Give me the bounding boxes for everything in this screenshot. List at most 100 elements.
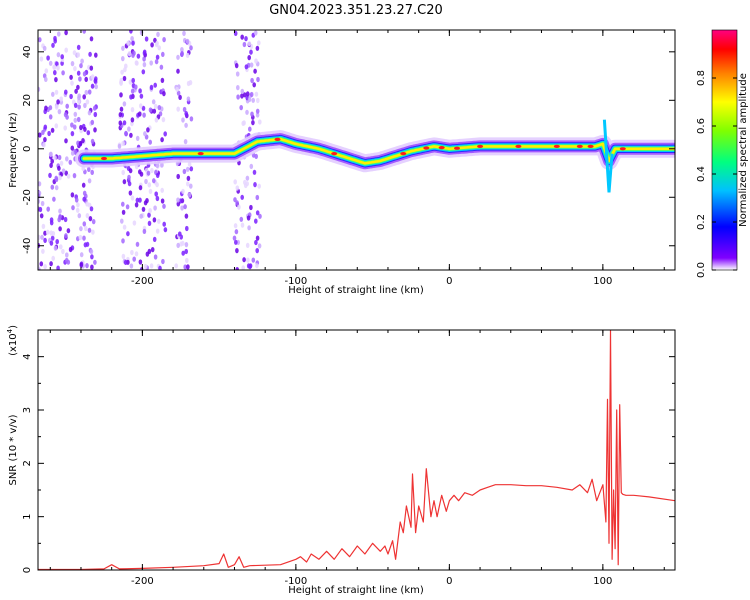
noise-speck [75, 207, 80, 213]
noise-speck [87, 89, 92, 95]
ridge-spike [602, 119, 614, 193]
noise-speck [78, 140, 83, 146]
noise-speck [257, 243, 262, 249]
noise-speck [125, 204, 130, 210]
noise-speck [186, 175, 191, 181]
noise-speck [82, 71, 87, 77]
noise-speck [155, 195, 160, 202]
noise-speck [53, 35, 57, 42]
noise-speck [66, 173, 71, 179]
noise-speck [176, 242, 180, 248]
noise-speck [180, 47, 184, 53]
noise-speck [117, 143, 122, 149]
noise-speck [38, 206, 43, 213]
noise-speck [255, 112, 260, 118]
noise-speck [72, 173, 77, 179]
noise-speck [49, 162, 53, 168]
noise-speck [77, 93, 81, 99]
noise-speck [77, 213, 82, 219]
noise-speck [39, 261, 44, 267]
noise-speck [90, 83, 95, 89]
noise-speck [257, 40, 261, 46]
snr-multiplier: (x104) [6, 325, 19, 356]
noise-speck [186, 181, 190, 187]
noise-speck [255, 210, 260, 216]
noise-speck [162, 91, 166, 97]
noise-speck [127, 174, 131, 180]
noise-speck [150, 247, 155, 253]
noise-speck [255, 235, 260, 241]
noise-speck [139, 213, 143, 219]
noise-speck [143, 131, 147, 137]
noise-speck [245, 242, 250, 248]
noise-speck [55, 239, 59, 245]
noise-speck [163, 131, 167, 137]
noise-speck [47, 130, 51, 137]
noise-speck [132, 220, 137, 226]
noise-speck [134, 202, 139, 208]
noise-speck [255, 97, 260, 104]
ridge-peak [619, 147, 626, 151]
noise-speck [255, 263, 259, 269]
noise-speck [153, 103, 158, 109]
noise-speck [119, 92, 123, 98]
noise-speck [88, 216, 93, 222]
noise-speck [64, 89, 68, 95]
ridge-peak [553, 144, 560, 148]
noise-speck [78, 234, 83, 241]
noise-speck [159, 64, 164, 70]
noise-speck [155, 172, 160, 178]
noise-speck [49, 240, 54, 246]
noise-speck [249, 163, 254, 169]
noise-speck [73, 111, 78, 117]
noise-speck [152, 108, 157, 114]
y-tick-label: 2 [22, 460, 33, 466]
noise-speck [131, 77, 135, 84]
noise-speck [70, 150, 75, 156]
noise-speck [150, 167, 154, 174]
snr-y-axis-label: SNR (10 * v/v) [8, 414, 19, 485]
noise-speck [161, 117, 166, 123]
noise-speck [160, 162, 164, 168]
noise-speck [41, 129, 45, 135]
noise-speck [118, 112, 123, 118]
noise-speck [254, 218, 258, 224]
noise-speck [87, 178, 92, 184]
noise-speck [56, 65, 60, 71]
noise-speck [181, 250, 185, 256]
noise-speck [76, 84, 80, 90]
noise-speck [121, 238, 125, 244]
noise-speck [127, 51, 132, 57]
noise-speck [151, 99, 156, 105]
noise-speck [155, 182, 159, 188]
noise-speck [38, 193, 41, 199]
noise-speck [242, 41, 247, 48]
noise-speck [184, 248, 188, 255]
noise-speck [79, 252, 84, 258]
noise-speck [131, 40, 135, 46]
noise-speck [138, 185, 143, 191]
noise-speck [242, 257, 246, 263]
noise-speck [60, 60, 64, 66]
noise-speck [54, 77, 58, 83]
noise-speck [178, 94, 182, 100]
noise-speck [57, 154, 62, 161]
noise-speck [148, 107, 153, 113]
noise-speck [247, 96, 252, 103]
noise-speck [242, 92, 247, 98]
ridge-peak [454, 146, 460, 150]
noise-speck [39, 56, 44, 62]
noise-speck [182, 30, 186, 36]
noise-speck [149, 60, 153, 66]
noise-speck [85, 241, 90, 247]
y-tick-label: 40 [22, 45, 33, 58]
noise-speck [157, 218, 161, 224]
noise-speck [53, 245, 58, 251]
noise-speck [68, 246, 73, 253]
noise-speck [149, 263, 154, 269]
noise-speck [129, 30, 133, 34]
colorbar-label: Normalized spectral amplitude [738, 73, 749, 227]
noise-speck [74, 88, 78, 94]
x-tick-label: 100 [593, 276, 612, 287]
noise-speck [123, 259, 128, 265]
